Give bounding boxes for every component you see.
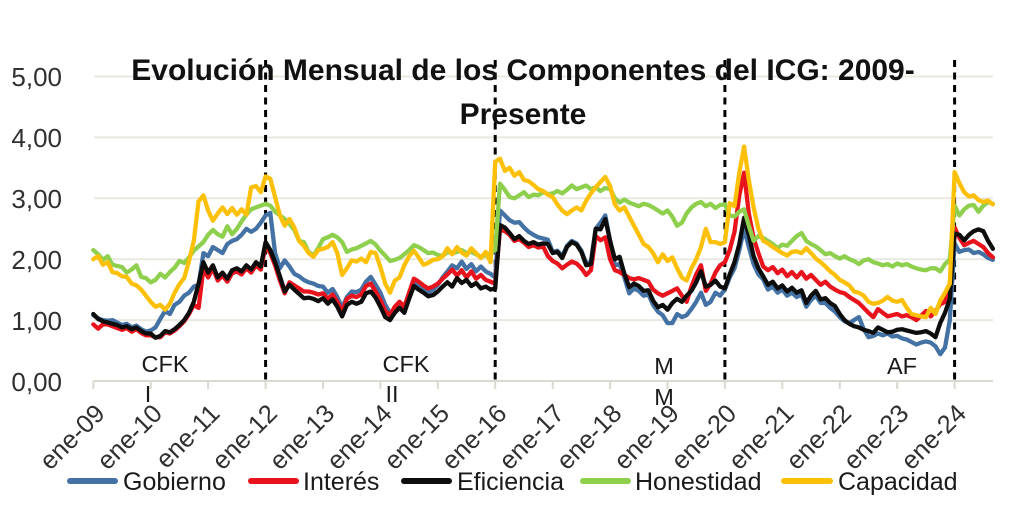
svg-text:II: II [385,381,398,407]
svg-text:0,00: 0,00 [11,367,62,397]
svg-text:M: M [654,384,674,410]
svg-text:3,00: 3,00 [11,184,62,214]
svg-text:4,00: 4,00 [11,123,62,153]
svg-text:Evolución Mensual de los Compo: Evolución Mensual de los Componentes del… [131,54,915,87]
svg-text:Gobierno: Gobierno [123,468,226,496]
svg-text:M: M [654,353,674,379]
svg-text:1,00: 1,00 [11,306,62,336]
svg-text:Capacidad: Capacidad [838,468,958,496]
svg-text:AF: AF [887,353,917,379]
svg-text:Presente: Presente [460,98,587,131]
svg-text:I: I [145,381,152,407]
svg-text:2,00: 2,00 [11,245,62,275]
svg-text:Honestidad: Honestidad [635,468,761,496]
svg-text:Eficiencia: Eficiencia [457,468,564,496]
svg-text:5,00: 5,00 [11,62,62,92]
svg-text:Interés: Interés [303,468,379,496]
svg-text:CFK: CFK [383,351,430,377]
svg-text:CFK: CFK [142,351,189,377]
